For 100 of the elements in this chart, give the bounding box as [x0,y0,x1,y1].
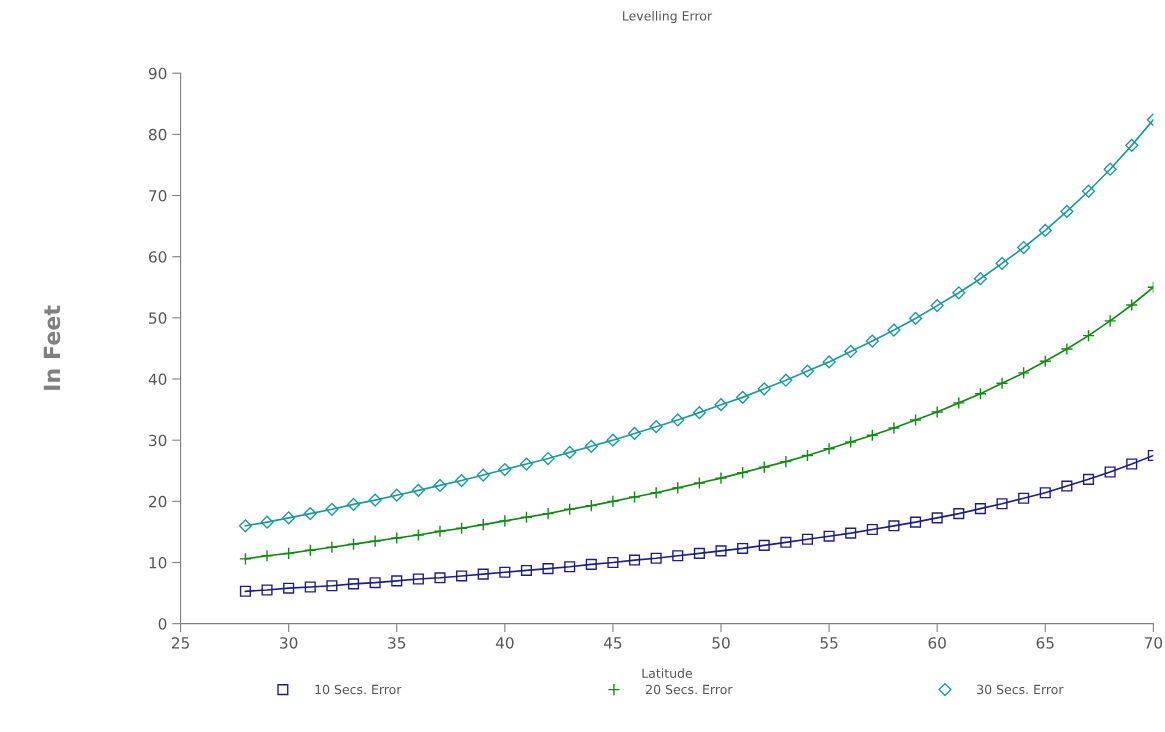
point [433,525,447,538]
point [974,503,986,515]
point [1082,329,1095,342]
y-tick-label: 90 [148,67,167,80]
point [1103,162,1117,176]
point [736,390,750,404]
point [1104,466,1116,478]
point [584,439,598,453]
x-tick-label: 60 [928,637,946,649]
point [1082,473,1095,485]
x-tick-label: 65 [1036,637,1054,649]
point [780,536,792,548]
y-tick-label: 70 [149,189,167,202]
y-tick-label: 80 [148,128,167,141]
point [1017,240,1031,255]
point [260,515,274,529]
y-tick-label: 40 [148,373,167,386]
point [952,396,966,410]
point [304,581,316,593]
point [1125,298,1138,312]
point [498,514,512,528]
point [628,490,641,504]
point [910,516,922,528]
point [973,272,988,286]
point [887,323,901,337]
point [519,457,534,471]
point [844,435,857,449]
point [563,503,576,516]
legend-label: 30 Secs. Error [977,684,1064,695]
point [238,519,253,533]
point [1039,355,1052,368]
point [498,462,512,477]
point [433,478,447,493]
point [736,466,749,479]
y-tick-label: 30 [149,434,167,447]
point [1061,480,1073,492]
y-tick-label: 0 [158,618,167,630]
point [865,334,879,348]
point [693,476,706,490]
point [888,520,900,532]
point [412,573,424,585]
point [304,544,317,557]
point [866,429,879,442]
point [953,508,965,520]
point [606,495,620,508]
point [368,534,382,548]
point [672,550,684,562]
point [476,468,490,482]
point [1081,184,1096,198]
x-tick-label: 70 [1144,637,1163,649]
point [499,566,511,578]
point [239,585,251,597]
y-tick-label: 20 [149,495,167,508]
point [326,580,338,592]
point [412,528,425,542]
point [585,499,598,512]
point [649,420,663,434]
point [737,542,749,554]
point [1039,487,1051,499]
y-tick-label: 10 [149,556,167,569]
point [520,564,533,577]
legend-label: 20 Secs. Error [646,684,733,695]
y-tick-label: 50 [149,312,167,324]
point [952,286,966,300]
point [239,552,252,566]
point [822,355,836,369]
point [585,558,597,570]
point [564,561,576,573]
point [542,563,554,575]
point [391,575,403,587]
point [1017,366,1030,380]
point [714,471,728,485]
point [1038,223,1052,237]
point [325,540,339,554]
point [282,547,295,560]
point [649,486,663,500]
point [541,507,555,520]
point [260,549,274,563]
point [282,511,296,525]
point [930,299,944,313]
point [283,582,295,594]
x-tick-label: 50 [712,637,730,649]
point [995,377,1009,390]
point [368,493,382,507]
point [607,556,619,569]
point [844,344,858,359]
x-tick-label: 25 [171,637,189,649]
point [390,488,404,502]
chart-title: Levelling Error [623,10,713,24]
legend-label: 10 Secs. Error [315,684,402,695]
point [325,502,339,516]
point [866,523,878,536]
x-tick-label: 30 [280,637,298,649]
point [1126,458,1138,470]
point [346,497,361,511]
point [931,512,943,524]
point [369,577,381,589]
point [974,387,987,400]
point [541,451,555,466]
point [650,552,662,564]
